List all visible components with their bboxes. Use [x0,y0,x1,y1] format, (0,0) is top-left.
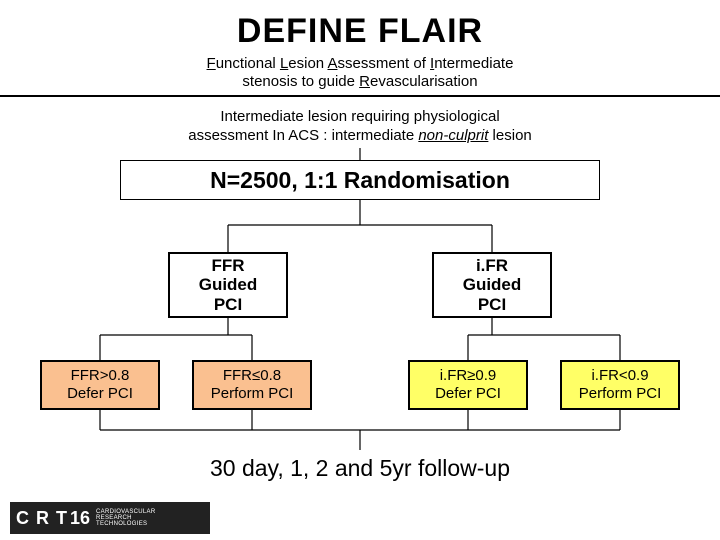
randomisation-box: N=2500, 1:1 Randomisation [120,160,600,200]
leaf-ifr-defer: i.FR≥0.9Defer PCI [408,360,528,410]
arm-ffr-box: FFRGuidedPCI [168,252,288,318]
trial-logo: DEFINE FLAIR [237,12,483,51]
leaf-ffr-defer: FFR>0.8Defer PCI [40,360,160,410]
leaf-ffr-perform: FFR≤0.8Perform PCI [192,360,312,410]
divider [0,95,720,97]
crt-text: C R T [16,508,68,529]
leaf-ifr-perform: i.FR<0.9Perform PCI [560,360,680,410]
crt-subtitle: CARDIOVASCULARRESEARCHTECHNOLOGIES [96,509,155,527]
crt-footer-logo: C R T 16 CARDIOVASCULARRESEARCHTECHNOLOG… [10,502,210,534]
inclusion-criteria: Intermediate lesion requiring physiologi… [0,108,720,146]
crt-year: 16 [70,508,90,529]
trial-acronym-expansion: Functional Lesion Assessment of Intermed… [0,55,720,91]
followup-text: 30 day, 1, 2 and 5yr follow-up [0,455,720,482]
arm-ifr-box: i.FRGuidedPCI [432,252,552,318]
